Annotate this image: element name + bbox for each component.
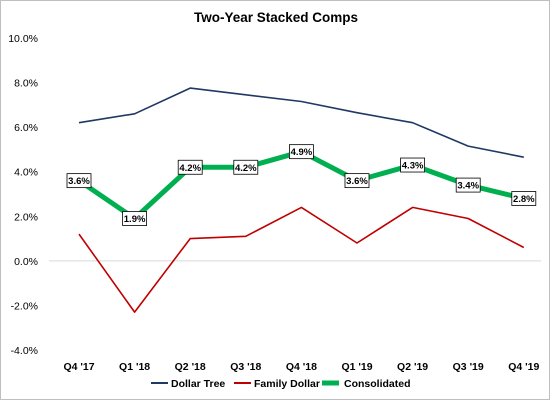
data-label-box — [122, 211, 147, 226]
data-label-box — [455, 177, 481, 193]
data-label: 1.9% — [124, 214, 146, 225]
data-label: 3.4% — [457, 181, 479, 192]
x-tick-label: Q1 '19 — [341, 361, 372, 373]
y-tick-label: 2.0% — [14, 211, 38, 223]
chart-title: Two-Year Stacked Comps — [194, 10, 358, 25]
y-tick-label: 10.0% — [8, 33, 38, 45]
y-tick-label: -4.0% — [11, 345, 38, 357]
y-tick-label: 8.0% — [14, 78, 38, 90]
data-labels: 3.6% 1.9% 4.2% 4.2% 4.9% 3.6% 4.3% 3.4% 2.8% — [66, 144, 537, 226]
x-tick-label: Q3 '19 — [453, 361, 484, 373]
data-label: 2.8% — [513, 194, 535, 205]
family-dollar-series-line — [78, 206, 525, 313]
data-label: 4.9% — [291, 147, 313, 158]
series-lines — [77, 87, 525, 313]
legend-label-family-dollar: Family Dollar — [254, 378, 320, 390]
legend-label-dollar-tree: Dollar Tree — [171, 378, 225, 390]
x-tick-label: Q4 '19 — [508, 361, 539, 373]
x-tick-label: Q2 '19 — [397, 361, 428, 373]
data-label-box — [400, 157, 426, 173]
data-label-box — [511, 191, 537, 206]
x-tick-label: Q4 '17 — [63, 361, 94, 373]
x-axis: Q4 '17 Q1 '18 Q2 '18 Q3 '18 Q4 '18 Q1 '19 Q2 '… — [63, 361, 539, 373]
data-label: 4.2% — [179, 163, 201, 174]
legend-label-consolidated: Consolidated — [344, 378, 411, 390]
x-tick-label: Q2 '18 — [175, 361, 206, 373]
dollar-tree-series-line — [78, 87, 524, 158]
y-tick-label: 6.0% — [14, 122, 38, 134]
data-label-box — [177, 159, 203, 175]
y-tick-label: -2.0% — [11, 300, 38, 312]
data-label: 3.6% — [346, 176, 368, 187]
data-label-box — [288, 144, 314, 160]
y-axis: -4.0% -2.0% 0.0% 2.0% 4.0% 6.0% 8.0% 10.0% — [8, 33, 38, 357]
data-label-box — [344, 173, 370, 189]
legend: Dollar Tree Family Dollar Consolidated — [151, 378, 411, 390]
data-label-box — [66, 173, 92, 189]
data-label: 4.3% — [402, 161, 424, 172]
x-tick-label: Q3 '18 — [230, 361, 261, 373]
x-tick-label: Q4 '18 — [286, 361, 317, 373]
x-tick-label: Q1 '18 — [119, 361, 150, 373]
data-label-box — [233, 159, 259, 175]
data-label: 4.2% — [235, 163, 257, 174]
y-tick-label: 0.0% — [14, 256, 38, 268]
data-label: 3.6% — [68, 176, 90, 187]
y-tick-label: 4.0% — [14, 167, 38, 179]
